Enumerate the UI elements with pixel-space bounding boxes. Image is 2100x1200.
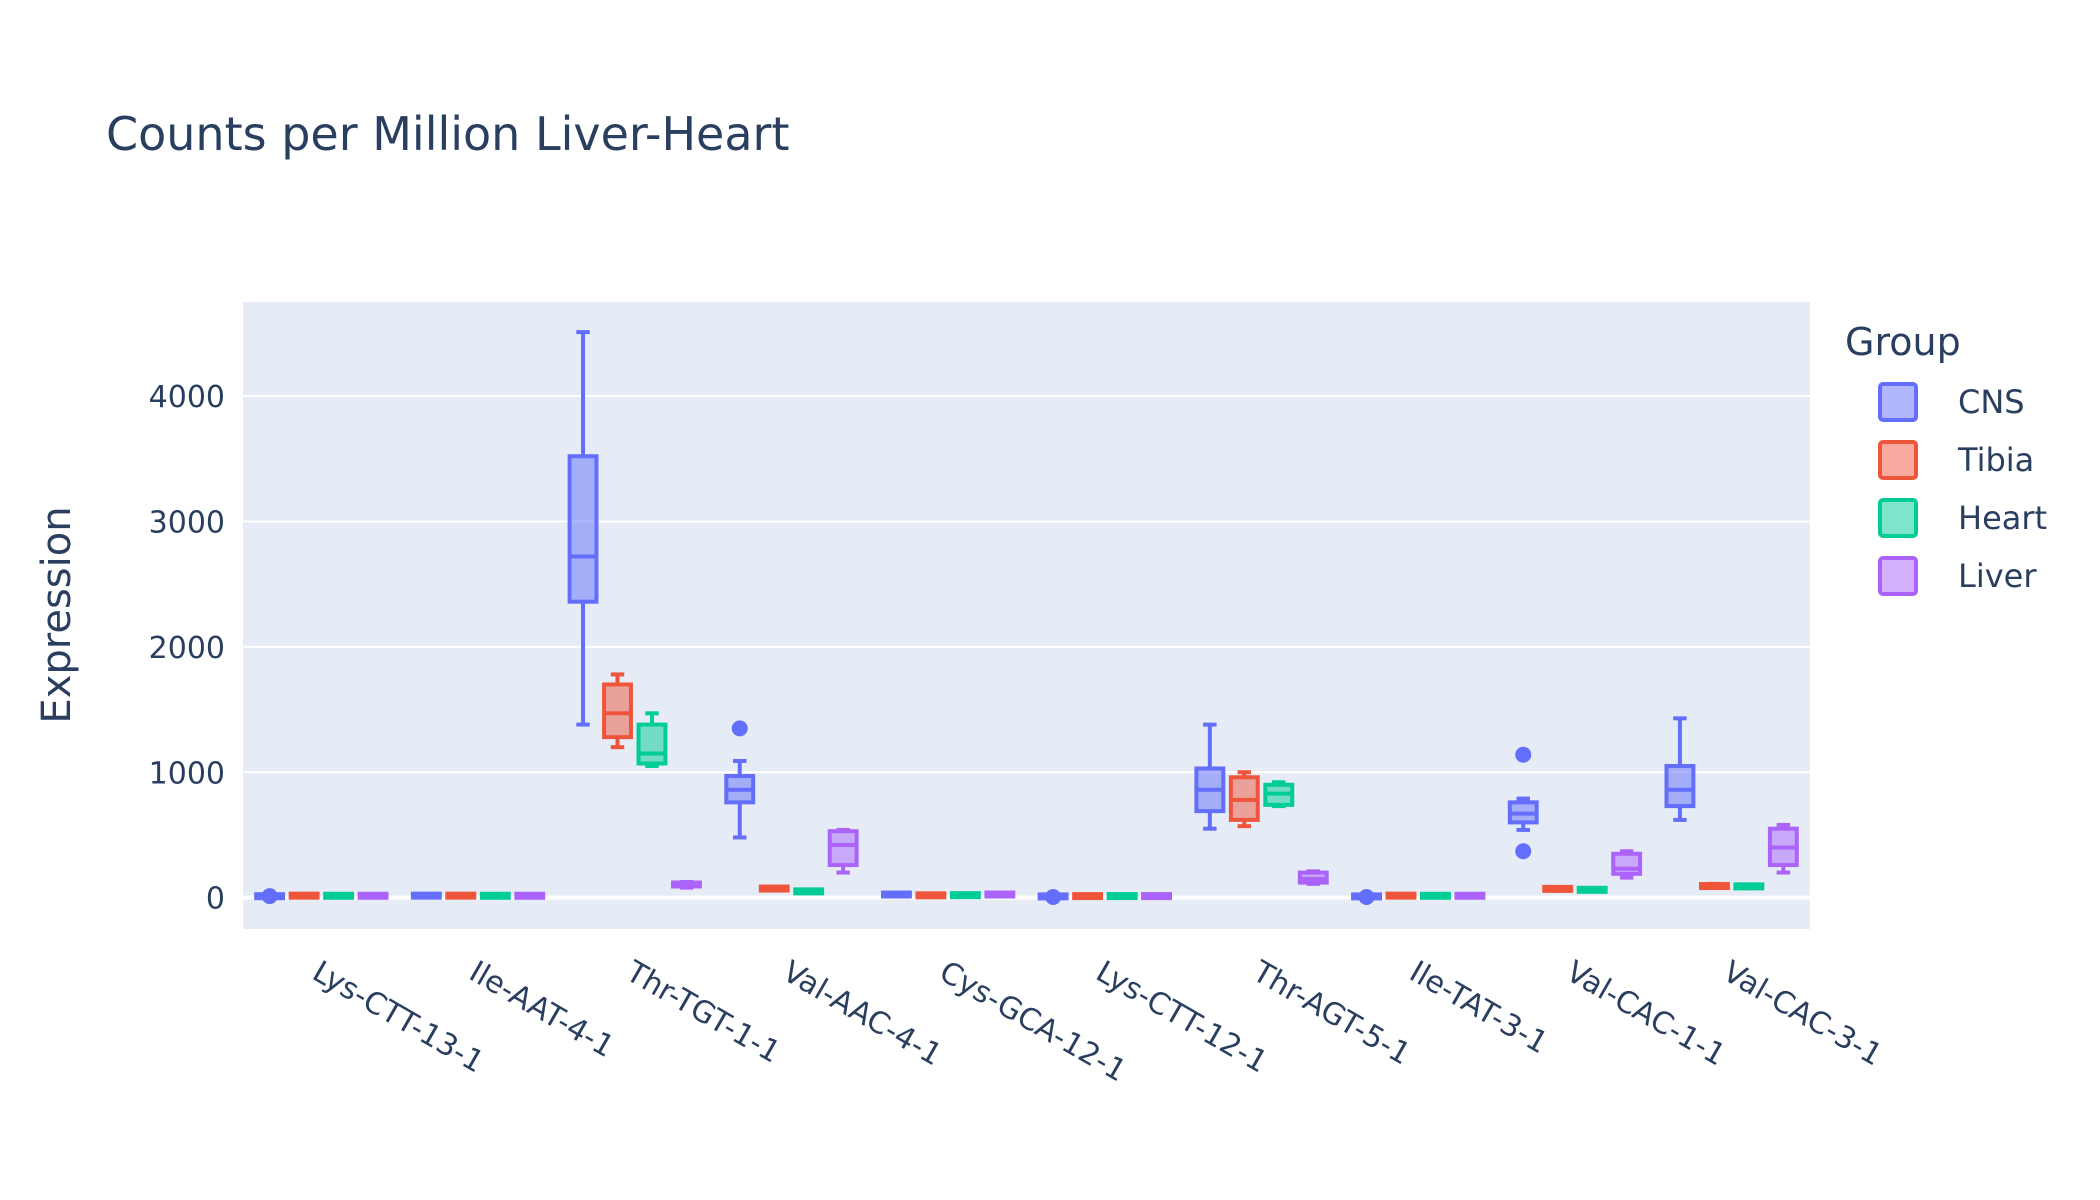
box-body [602,682,633,740]
box-cns-thr-tgt-1-1 [567,330,599,727]
legend-label: CNS [1958,383,2025,421]
y-tick-label: 4000 [149,380,225,415]
box-tibia-thr-tgt-1-1 [602,672,633,750]
legend-label: Heart [1958,499,2047,537]
box-cns-val-aac-4-1 [724,720,756,840]
y-axis-tick-labels: 0 1000 2000 3000 4000 [149,380,225,917]
box-liver-ile-tat-3-1 [1454,891,1486,900]
y-tick-label: 1000 [149,756,225,791]
box-liver-cys-gca-12-1 [984,890,1016,899]
box-tibia-val-cac-1-1 [1542,884,1574,893]
box-tibia-lys-ctt-12-1 [1072,892,1104,901]
box-cns-val-cac-1-1 [1507,746,1539,860]
legend-items: CNS Tibia Heart Liver [1878,382,2047,596]
outlier-point [1358,889,1375,906]
box-liver-lys-ctt-12-1 [1141,892,1173,901]
box-cns-lys-ctt-13-1 [254,888,286,905]
outlier-point [1515,746,1532,763]
box-tibia-ile-aat-4-1 [445,891,477,900]
outlier-point [1515,843,1532,860]
box-cns-ile-aat-4-1 [410,891,442,900]
box-cns-val-cac-3-1 [1664,716,1696,822]
outlier-point [731,720,748,737]
y-axis-title: Expression [34,506,80,723]
y-tick-label: 0 [206,882,225,917]
legend-swatch [1878,440,1918,480]
box-tibia-cys-gca-12-1 [915,891,947,900]
box-heart-val-aac-4-1 [793,887,825,896]
box-cns-thr-agt-5-1 [1194,722,1226,831]
box-heart-cys-gca-12-1 [949,891,981,900]
box-liver-thr-tgt-1-1 [671,879,702,890]
box-tibia-lys-ctt-13-1 [288,891,320,900]
box-liver-val-cac-3-1 [1767,822,1799,875]
box-body [636,722,668,766]
legend-item-liver[interactable]: Liver [1878,556,2037,596]
box-tibia-val-aac-4-1 [758,884,790,893]
box-liver-val-aac-4-1 [827,827,859,875]
box-liver-thr-agt-5-1 [1297,869,1329,886]
legend-label: Liver [1958,557,2037,595]
box-heart-val-cac-1-1 [1576,885,1608,894]
boxes-layer [254,330,1799,906]
legend-swatch [1878,556,1918,596]
box-body [827,829,859,868]
legend-label: Tibia [1957,441,2034,479]
box-cns-lys-ctt-12-1 [1037,889,1069,906]
outlier-point [1045,889,1062,906]
box-liver-val-cac-1-1 [1611,849,1643,880]
box-body [1611,851,1643,876]
chart-title: Counts per Million Liver-Heart [106,107,790,161]
outlier-point [261,888,278,905]
box-tibia-thr-agt-5-1 [1228,770,1260,829]
box-body [567,454,599,604]
box-cns-cys-gca-12-1 [880,890,912,899]
box-heart-thr-agt-5-1 [1263,780,1295,809]
box-heart-lys-ctt-13-1 [323,891,355,900]
box-liver-ile-aat-4-1 [514,891,546,900]
box-cns-ile-tat-3-1 [1351,889,1382,906]
box-liver-lys-ctt-13-1 [357,891,389,900]
legend-item-heart[interactable]: Heart [1878,498,2047,538]
box-heart-val-cac-3-1 [1733,882,1765,891]
box-heart-ile-tat-3-1 [1420,891,1451,900]
legend-item-cns[interactable]: CNS [1878,382,2025,422]
box-heart-ile-aat-4-1 [479,891,511,900]
plot-area [243,302,1810,929]
legend-swatch [1878,498,1918,538]
y-tick-label: 3000 [149,505,225,540]
box-tibia-val-cac-3-1 [1698,881,1730,891]
legend-title: Group [1845,320,1961,364]
box-tibia-ile-tat-3-1 [1385,891,1417,900]
box-body [1664,763,1696,809]
legend: Group CNS Tibia Heart Liver [1845,320,2047,596]
legend-swatch [1878,382,1918,422]
legend-item-tibia[interactable]: Tibia [1878,440,2034,480]
box-heart-thr-tgt-1-1 [636,711,668,768]
box-heart-lys-ctt-12-1 [1106,892,1138,901]
y-tick-label: 2000 [149,631,225,666]
